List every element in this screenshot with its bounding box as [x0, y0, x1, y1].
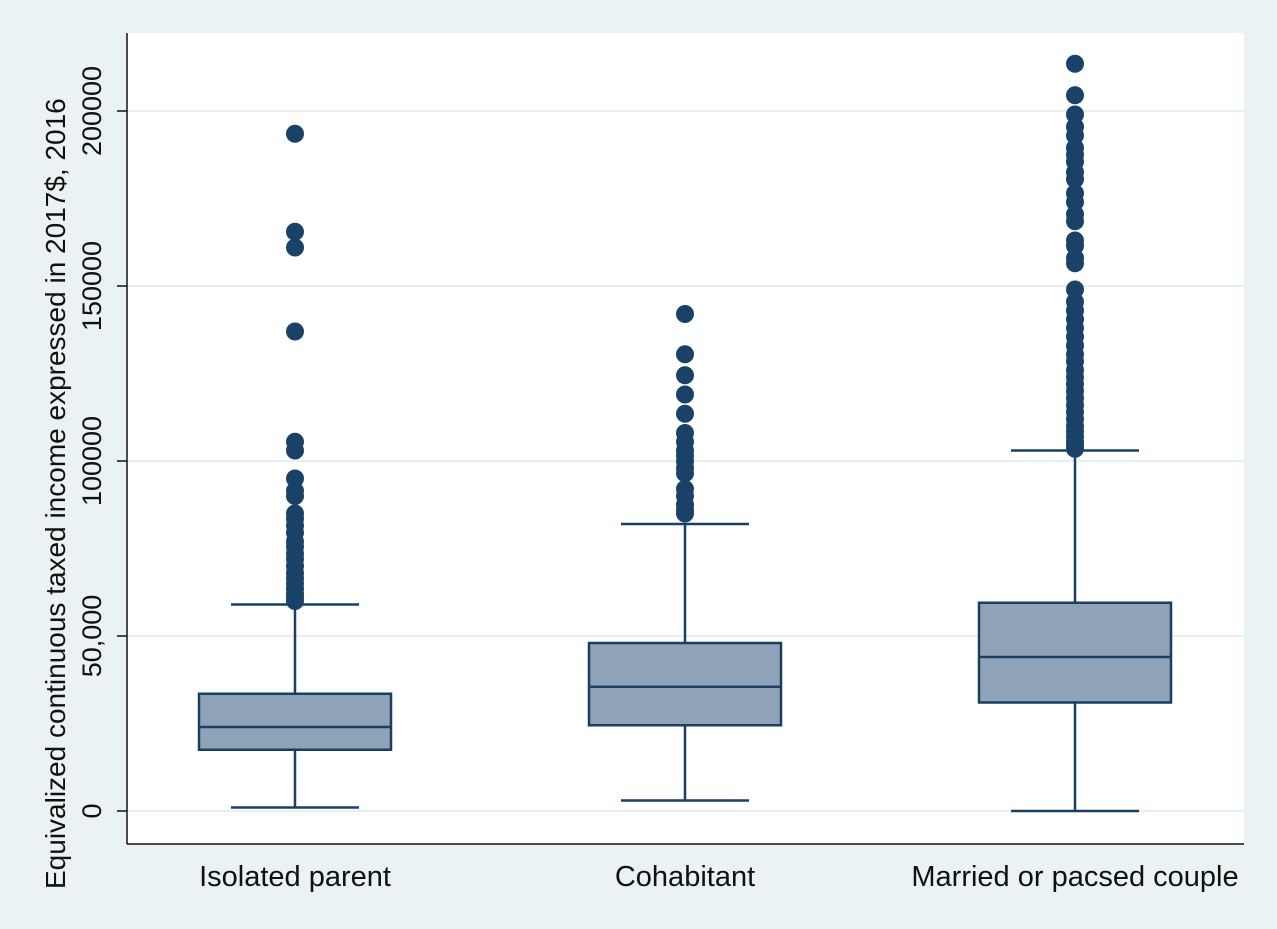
outlier-point [286, 469, 304, 488]
outlier-point [286, 222, 304, 241]
outlier-point [1066, 280, 1084, 299]
box-group [587, 305, 783, 802]
outlier-point [676, 305, 694, 323]
category-labels: Isolated parent Cohabitant Married or pacs… [199, 861, 1239, 893]
outlier-point [676, 480, 694, 498]
outlier-point [286, 504, 304, 523]
outlier-point [676, 385, 694, 404]
x-category-label: Cohabitant [615, 861, 755, 893]
outlier-point [286, 432, 304, 451]
iqr-box [587, 641, 783, 727]
iqr-box [977, 601, 1173, 704]
outlier-point [676, 366, 694, 385]
box-group [197, 124, 393, 809]
outlier-point [1066, 54, 1084, 73]
y-axis-ticks: 0 50,000 100000 150000 200000 [77, 66, 127, 819]
y-tick-label: 150000 [77, 241, 107, 331]
outlier-point [1066, 105, 1084, 124]
x-category-label: Married or pacsed couple [911, 861, 1238, 893]
y-tick-label: 200000 [77, 66, 107, 156]
outlier-point [676, 404, 694, 423]
outlier-point [286, 322, 304, 341]
y-tick-label: 100000 [77, 416, 107, 506]
outlier-point [1066, 184, 1084, 203]
outlier-point [1066, 86, 1084, 105]
outlier-point [676, 345, 694, 364]
box-series [197, 54, 1173, 813]
outlier-point [1066, 231, 1084, 250]
y-tick-label: 50,000 [77, 595, 107, 678]
x-category-label: Isolated parent [199, 861, 391, 893]
y-tick-label: 0 [77, 803, 107, 818]
outlier-point [676, 424, 694, 442]
outlier-point [286, 238, 304, 257]
iqr-box [197, 692, 393, 751]
box-group [977, 54, 1173, 813]
outlier-point [286, 124, 304, 143]
y-axis-title: Equivalized continuous taxed income expr… [40, 98, 71, 889]
